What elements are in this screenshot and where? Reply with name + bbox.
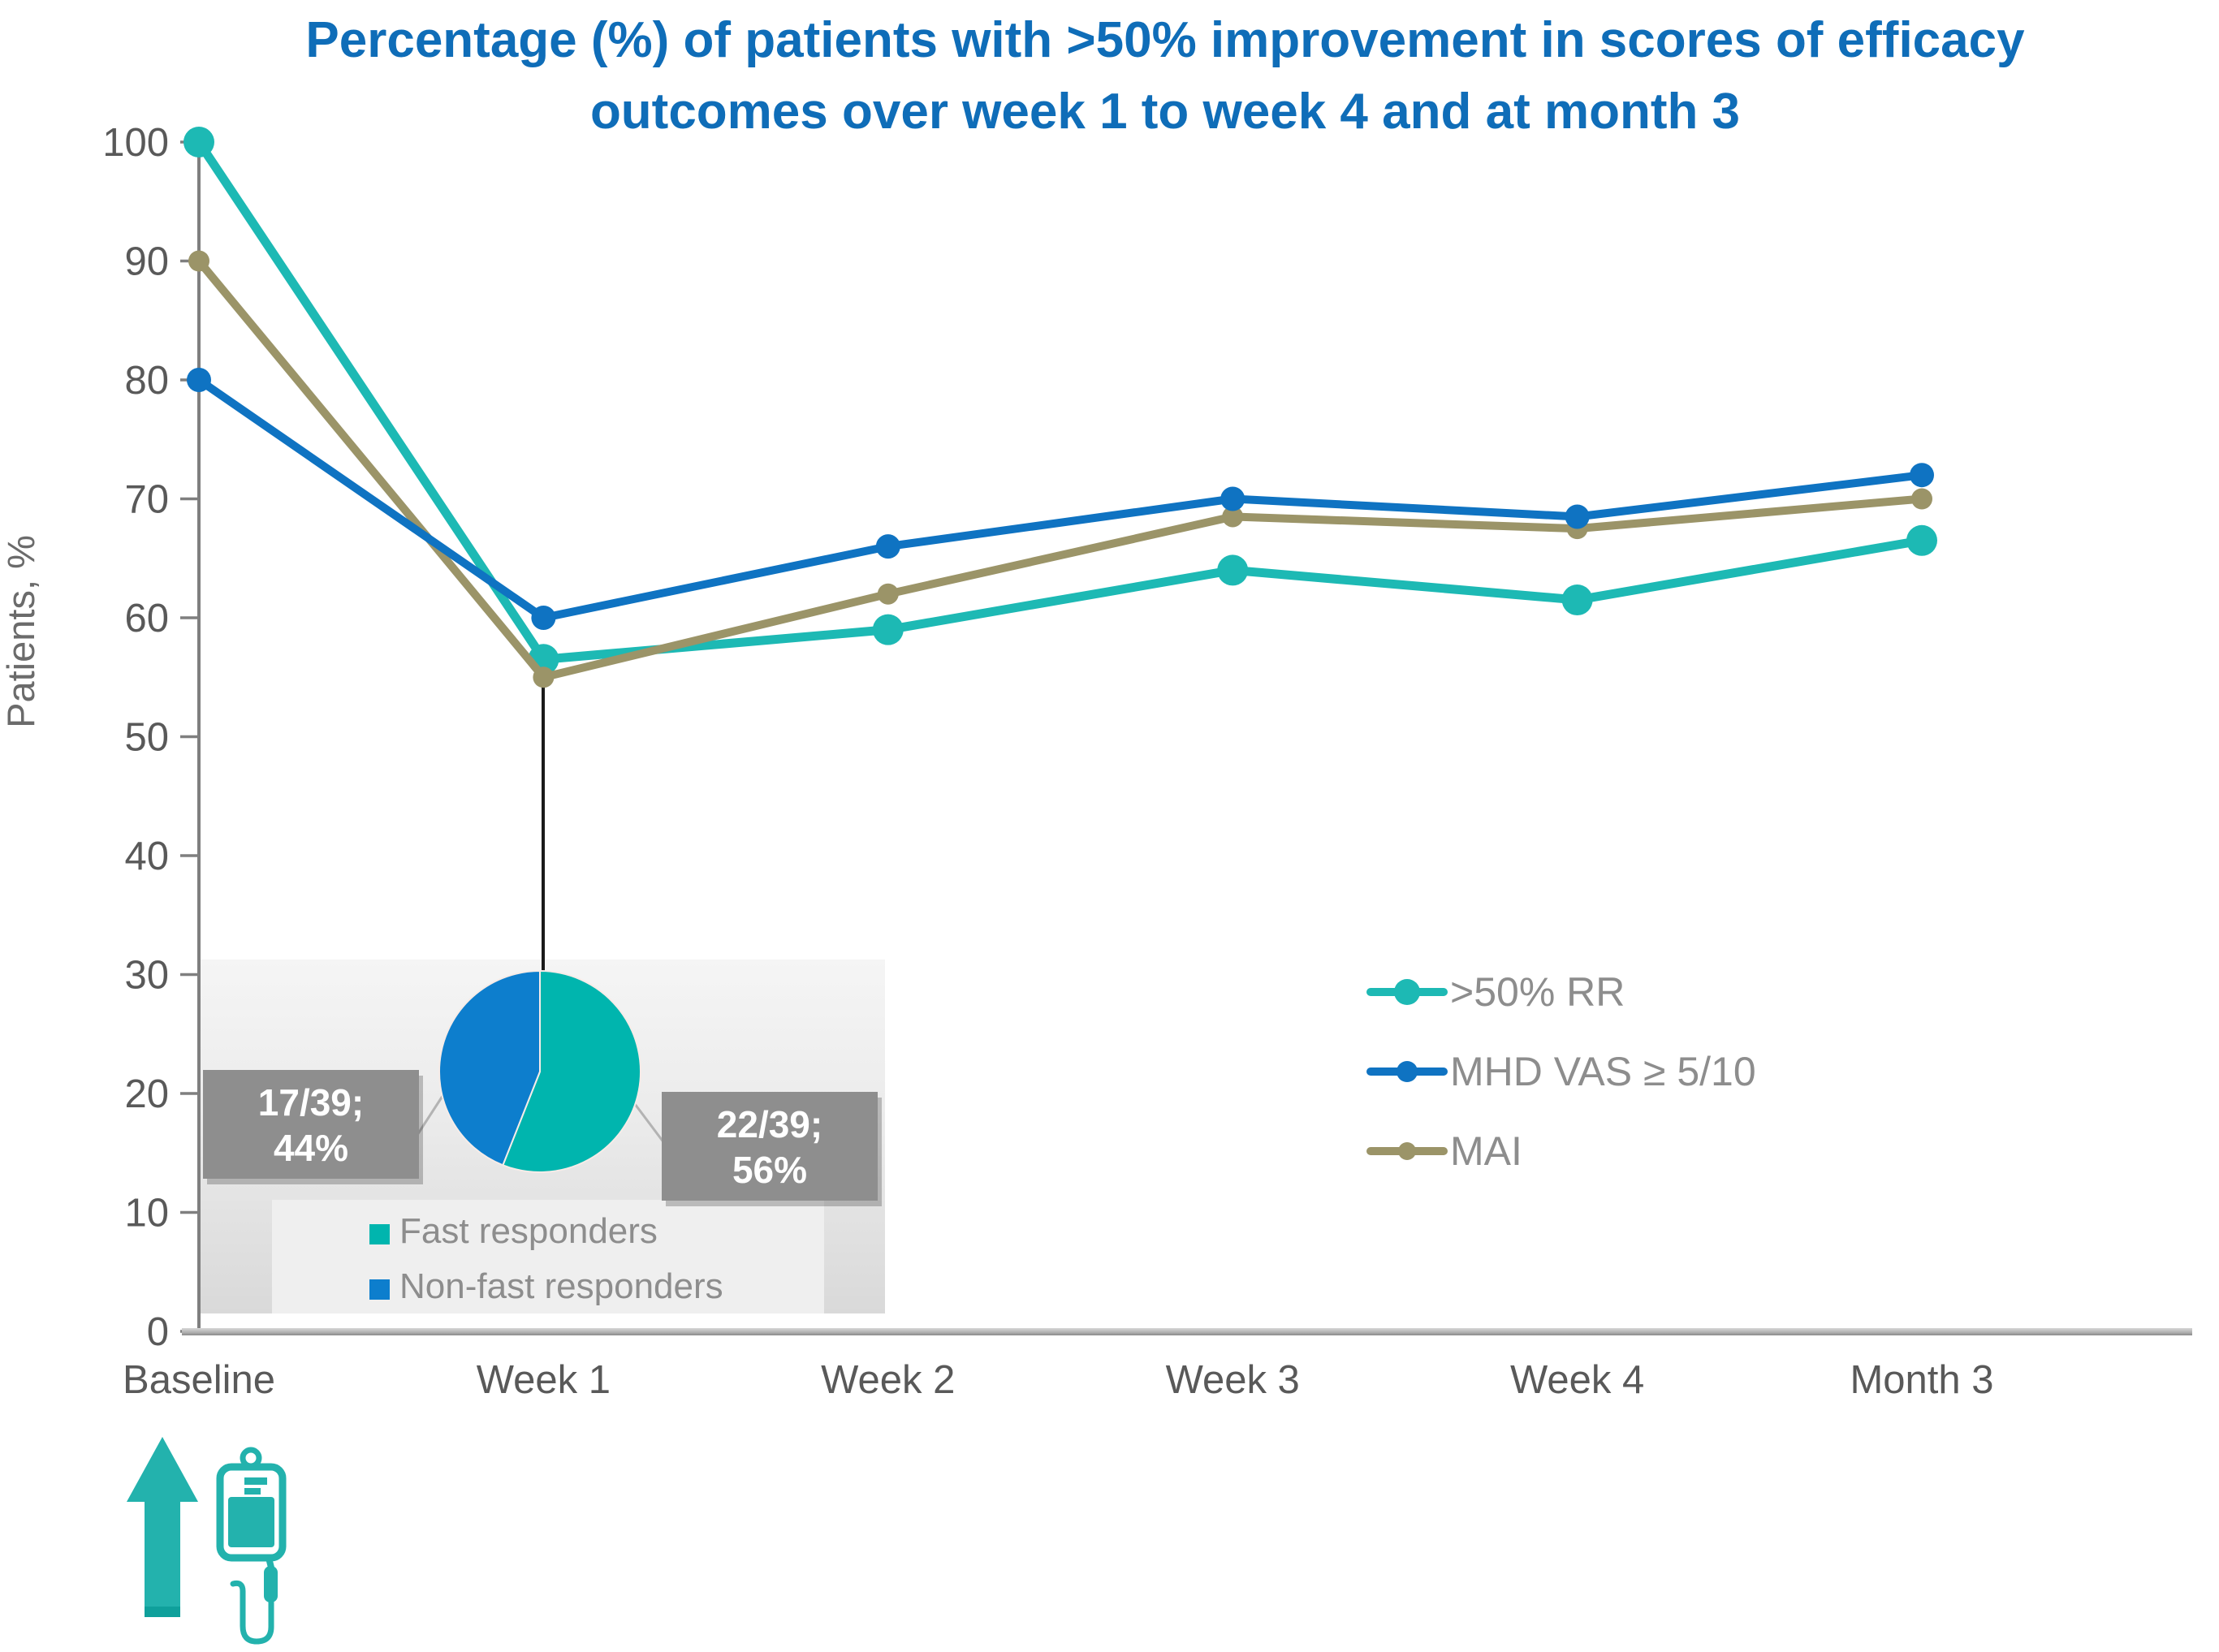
iv-bag-liquid xyxy=(228,1497,274,1547)
y-tick-label: 30 xyxy=(124,954,169,998)
y-tick-label: 100 xyxy=(102,121,169,165)
x-tick-label: Week 4 xyxy=(1510,1358,1644,1402)
data-point-marker xyxy=(1217,554,1249,586)
y-tick-label: 10 xyxy=(124,1192,169,1236)
series-2 xyxy=(187,368,1934,630)
legend-item-label: MAI xyxy=(1450,1128,1522,1174)
x-tick-label: Week 3 xyxy=(1166,1358,1300,1402)
baseline-treatment-icons xyxy=(127,1437,287,1645)
series-line xyxy=(195,257,1926,682)
pie-legend-label: Non-fast responders xyxy=(399,1266,723,1306)
data-point-marker xyxy=(183,127,214,157)
legend-item: MHD VAS ≥ 5/10 xyxy=(1366,1049,1756,1094)
data-point-marker xyxy=(877,583,899,605)
legend-item: MAI xyxy=(1366,1128,1522,1174)
up-arrow-icon xyxy=(127,1437,198,1617)
callout-fraction: 17/39; xyxy=(258,1081,364,1124)
line-series-layer xyxy=(183,127,1937,688)
y-axis-ticks: 0 10 20 30 40 50 60 70 80 90 100 xyxy=(102,121,199,1354)
series-line xyxy=(195,376,1926,622)
data-point-marker xyxy=(872,614,904,645)
x-tick-label: Baseline xyxy=(123,1358,275,1402)
chart-legend: >50% RR MHD VAS ≥ 5/10 MAI xyxy=(1366,969,1756,1174)
y-tick-label: 90 xyxy=(124,240,169,284)
inset-legend-band xyxy=(272,1200,824,1313)
x-tick-label: Month 3 xyxy=(1850,1358,1993,1402)
data-point-marker xyxy=(533,666,555,688)
iv-bag-label-mark xyxy=(244,1477,267,1495)
callout-box xyxy=(203,1070,419,1179)
x-axis-line xyxy=(182,1328,2192,1335)
x-axis-labels: Baseline Week 1 Week 2 Week 3 Week 4 Month 3 xyxy=(123,1358,1994,1402)
pie-legend-label: Fast responders xyxy=(399,1211,658,1251)
pie-slice-1 xyxy=(502,969,641,1173)
pie-legend-swatch xyxy=(369,1279,390,1300)
data-point-marker xyxy=(187,368,211,392)
legend-item-label: MHD VAS ≥ 5/10 xyxy=(1450,1049,1756,1094)
data-point-marker xyxy=(531,606,556,630)
legend-swatch-marker xyxy=(1397,1061,1418,1082)
y-tick-label: 60 xyxy=(124,597,169,641)
left-callout-leader-line xyxy=(416,1090,447,1136)
series-3 xyxy=(188,250,1932,688)
pie-chart xyxy=(438,969,641,1173)
data-point-marker xyxy=(1906,524,1937,556)
right-callout-leader-line xyxy=(631,1100,666,1144)
pie-legend-swatch xyxy=(369,1224,390,1244)
inset-pie-panel: 22/39;56% 17/39;44% Fast responders Non-fa… xyxy=(201,680,885,1313)
y-tick-label: 20 xyxy=(124,1072,169,1116)
data-point-marker xyxy=(1222,506,1244,528)
legend-swatch-marker xyxy=(1398,1142,1416,1160)
callout-box xyxy=(662,1092,878,1201)
data-point-marker xyxy=(1911,488,1932,510)
callout-percent: 44% xyxy=(274,1127,348,1169)
legend-swatch-marker xyxy=(1394,979,1420,1005)
iv-tube-hook xyxy=(230,1580,274,1645)
data-point-marker xyxy=(188,250,209,272)
chart-title-line1: Percentage (%) of patients with >50% imp… xyxy=(305,12,2025,68)
y-tick-label: 80 xyxy=(124,359,169,403)
iv-drip-chamber xyxy=(264,1566,278,1602)
y-axis-line xyxy=(197,140,201,1331)
legend-item-label: >50% RR xyxy=(1450,969,1625,1015)
pie-callout-right: 22/39;56% xyxy=(662,1092,882,1206)
x-tick-label: Week 2 xyxy=(821,1358,955,1402)
data-point-marker xyxy=(875,534,900,559)
y-tick-label: 40 xyxy=(124,835,169,878)
x-tick-label: Week 1 xyxy=(477,1358,611,1402)
pie-slice-2 xyxy=(438,969,541,1167)
series-1 xyxy=(183,127,1937,675)
y-tick-label: 50 xyxy=(124,716,169,760)
data-point-marker xyxy=(1220,486,1245,511)
series-line xyxy=(194,137,1927,664)
callout-percent: 56% xyxy=(732,1149,807,1191)
pie-legend-item: Fast responders xyxy=(369,1211,658,1251)
data-point-marker xyxy=(1561,584,1593,616)
pie-legend-item: Non-fast responders xyxy=(369,1266,723,1306)
legend-item: >50% RR xyxy=(1366,969,1625,1015)
data-point-marker xyxy=(1565,504,1590,529)
iv-infusion-bag-icon xyxy=(216,1447,287,1645)
pie-legend: Fast responders Non-fast responders xyxy=(369,1211,723,1306)
pie-callout-left: 17/39;44% xyxy=(203,1070,423,1184)
chart-title-line2: outcomes over week 1 to week 4 and at mo… xyxy=(590,84,1740,140)
y-tick-label: 0 xyxy=(147,1310,169,1354)
y-tick-label: 70 xyxy=(124,478,169,522)
callout-fraction: 22/39; xyxy=(717,1103,822,1145)
pie-callouts: 22/39;56% 17/39;44% xyxy=(203,1070,882,1206)
y-axis-title: Patients, % xyxy=(0,535,42,728)
data-point-marker xyxy=(1910,463,1934,488)
